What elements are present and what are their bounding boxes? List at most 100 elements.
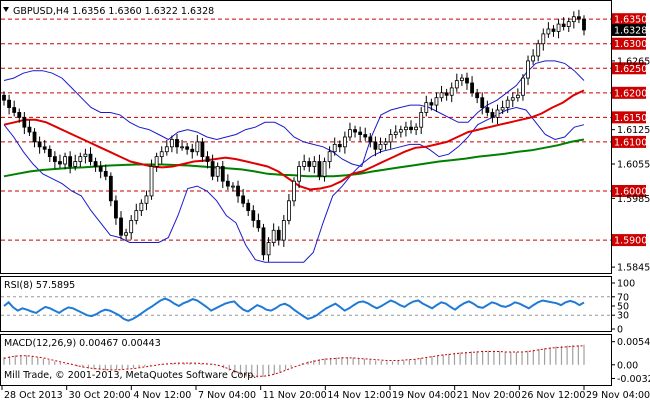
candle-body bbox=[149, 166, 154, 197]
candle-body bbox=[342, 136, 347, 148]
candle-body bbox=[317, 161, 322, 177]
level-label-bg bbox=[612, 135, 646, 148]
candle-body bbox=[73, 161, 78, 167]
time-tick-label: 30 Oct 20:00 bbox=[69, 390, 131, 400]
candle-body bbox=[98, 166, 103, 172]
candle-body bbox=[58, 161, 62, 165]
time-tick-label: 29 Nov 04:00 bbox=[586, 390, 650, 400]
candle-body bbox=[307, 161, 312, 167]
candle-body bbox=[353, 129, 357, 133]
candle-body bbox=[185, 146, 190, 150]
candle-body bbox=[281, 220, 286, 241]
candle-body bbox=[200, 141, 205, 158]
candle-body bbox=[505, 99, 510, 108]
candle-body bbox=[17, 112, 22, 118]
candle-body bbox=[531, 55, 536, 62]
candle-body bbox=[271, 229, 276, 243]
rsi-tick-label: 30 bbox=[617, 311, 629, 322]
candle-body bbox=[302, 161, 307, 167]
candle-body bbox=[536, 43, 541, 57]
candle-body bbox=[210, 161, 215, 177]
candle-body bbox=[444, 92, 449, 96]
level-label: 1.6300 bbox=[614, 39, 647, 50]
candle-body bbox=[114, 200, 118, 219]
candle-body bbox=[266, 242, 271, 256]
candle-body bbox=[419, 112, 424, 128]
time-tick-label: 19 Nov 04:00 bbox=[392, 390, 456, 400]
candle-body bbox=[287, 200, 291, 221]
candle-body bbox=[378, 143, 383, 150]
candle-body bbox=[373, 141, 378, 150]
candle-body bbox=[327, 151, 332, 162]
candle-body bbox=[312, 161, 317, 167]
candle-body bbox=[47, 148, 52, 158]
candle-body bbox=[215, 166, 220, 177]
candle-body bbox=[276, 229, 281, 241]
candle-body bbox=[566, 21, 571, 27]
candle-body bbox=[12, 107, 17, 113]
macd-label: MACD(12,26,9) 0.00467 0.00443 bbox=[4, 338, 161, 349]
rsi-label: RSI(8) 57.5895 bbox=[4, 280, 75, 291]
candle-body bbox=[7, 99, 11, 108]
candle-body bbox=[159, 151, 164, 158]
price-tick-label: 1.5985 bbox=[617, 194, 650, 205]
candle-body bbox=[577, 16, 581, 20]
candle-body bbox=[337, 143, 342, 148]
candle-body bbox=[429, 102, 434, 106]
candle-body bbox=[108, 175, 113, 202]
level-label-bg bbox=[612, 62, 646, 75]
level-label-bg bbox=[612, 111, 646, 124]
candle-body bbox=[83, 153, 88, 158]
level-label: 1.6250 bbox=[614, 64, 647, 75]
candle-body bbox=[225, 180, 230, 187]
candle-body bbox=[510, 97, 515, 101]
candle-body bbox=[261, 227, 266, 256]
candle-body bbox=[32, 131, 37, 143]
candle-body bbox=[164, 146, 169, 153]
rsi-line bbox=[3, 297, 585, 322]
candle-body bbox=[231, 185, 235, 188]
level-label-bg bbox=[612, 13, 646, 26]
candle-body bbox=[134, 210, 139, 221]
candle-body bbox=[546, 28, 551, 35]
candle-body bbox=[256, 220, 261, 229]
candle-body bbox=[358, 131, 363, 135]
macd-panel bbox=[0, 334, 612, 386]
candle-body bbox=[27, 126, 32, 133]
candle-body bbox=[88, 153, 93, 162]
time-tick-label: 21 Nov 20:00 bbox=[457, 390, 521, 400]
candle-body bbox=[169, 139, 174, 148]
current-price-label: 1.6328 bbox=[614, 25, 647, 36]
candle-body bbox=[246, 202, 251, 212]
candle-body bbox=[561, 23, 566, 27]
candle-body bbox=[500, 107, 505, 111]
bollinger-lower bbox=[3, 106, 585, 263]
candle-body bbox=[292, 180, 296, 202]
time-tick-label: 28 Oct 2013 bbox=[4, 390, 63, 400]
price-axis: 1.6265 1.6125 1.6055 1.5985 1.5845 1.6328 bbox=[611, 23, 650, 274]
candle-body bbox=[434, 97, 439, 106]
candle-body bbox=[556, 23, 561, 32]
candle-body bbox=[521, 77, 525, 96]
candle-body bbox=[42, 146, 47, 150]
candle-body bbox=[103, 170, 108, 177]
candle-body bbox=[495, 109, 500, 118]
candle-body bbox=[144, 195, 149, 204]
main-panel bbox=[0, 0, 612, 274]
candle-body bbox=[2, 94, 6, 101]
time-axis: 28 Oct 2013 30 Oct 20:00 4 Nov 12:00 7 Nov … bbox=[1, 386, 650, 400]
candle-body bbox=[93, 161, 98, 167]
candle-body bbox=[439, 92, 444, 99]
candle-body bbox=[154, 156, 159, 167]
candle-body bbox=[424, 102, 429, 113]
rsi-tick-label: 100 bbox=[617, 279, 635, 290]
level-label: 1.6100 bbox=[614, 137, 647, 148]
level-label-bg bbox=[612, 37, 646, 50]
candle-body bbox=[551, 28, 556, 32]
candle-body bbox=[220, 166, 225, 182]
candle-body bbox=[180, 146, 184, 149]
candle-body bbox=[195, 141, 200, 153]
rsi-tick-label: 50 bbox=[617, 302, 629, 313]
